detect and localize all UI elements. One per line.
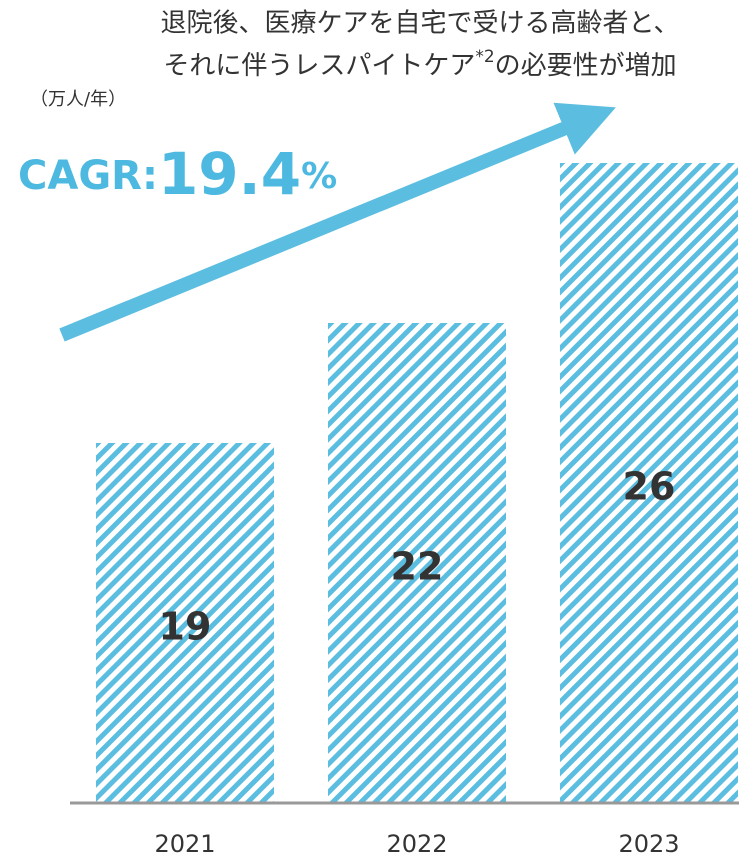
cagr-value: 19.4	[158, 140, 301, 208]
x-tick-label: 2021	[154, 830, 215, 857]
title-part: の必要性が増加	[495, 51, 677, 81]
x-tick-label: 2023	[618, 830, 679, 857]
title-part: それに伴うレスパイトケア	[163, 51, 475, 81]
title-line: それに伴うレスパイトケア*2の必要性が増加	[163, 47, 676, 81]
trend-arrow	[59, 102, 616, 342]
bar	[328, 323, 506, 803]
title-line: 退院後、医療ケアを自宅で受ける高齢者と、	[161, 9, 680, 39]
title-superscript: *2	[475, 47, 494, 67]
cagr-unit: %	[301, 156, 337, 197]
value-label: 19	[159, 605, 212, 649]
y-unit: （万人/年）	[30, 89, 126, 110]
value-label: 26	[623, 465, 676, 509]
value-label: 22	[391, 545, 444, 589]
bar	[560, 163, 738, 803]
x-tick-label: 2022	[386, 830, 447, 857]
bar	[96, 443, 274, 803]
cagr-label: CAGR:	[18, 153, 158, 199]
cagr: CAGR:19.4%	[18, 140, 337, 208]
